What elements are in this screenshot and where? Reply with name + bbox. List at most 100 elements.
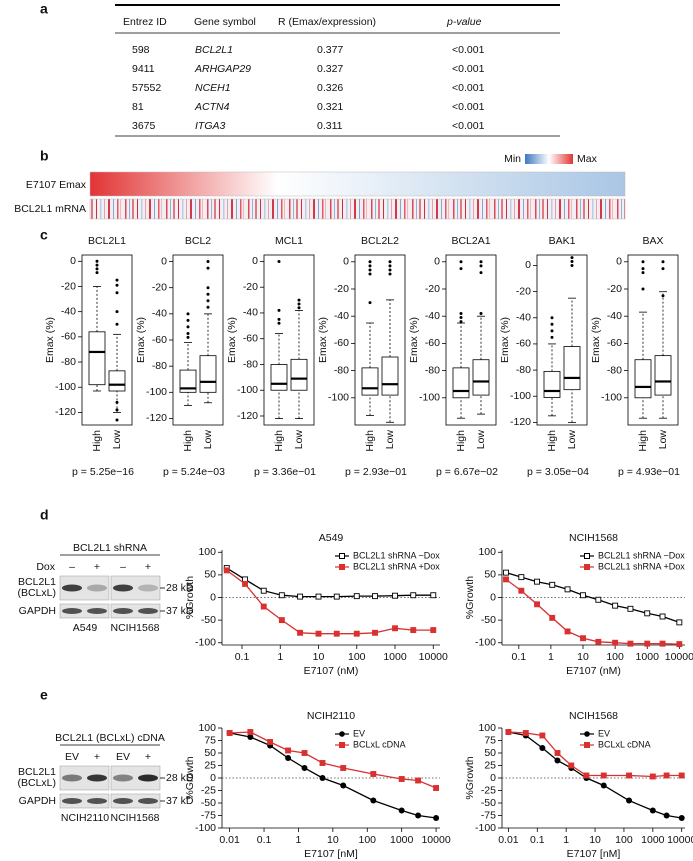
category-label: High (637, 430, 649, 452)
blot-band (62, 608, 82, 614)
category-label: High (182, 430, 194, 452)
data-point (612, 639, 619, 646)
data-point (333, 630, 340, 637)
outlier (388, 272, 392, 276)
data-point (554, 750, 561, 756)
y-tick-label: -80 (425, 364, 440, 376)
x-tick-label: 1000 (636, 651, 660, 663)
data-point (522, 730, 529, 736)
y-axis-label: %Growth (464, 756, 476, 799)
p-value: p = 5.24e−03 (163, 466, 225, 478)
y-tick-label: 25 (204, 759, 216, 771)
data-point (663, 772, 670, 779)
data-point (583, 772, 590, 779)
y-tick-label: -100 (601, 392, 622, 404)
table-cell: 81 (132, 101, 144, 113)
y-tick-label: -100 (55, 381, 76, 393)
data-point (392, 592, 398, 599)
y-tick-label: 0 (210, 772, 216, 784)
lane-label: – (69, 561, 75, 573)
y-tick-label: -80 (61, 356, 76, 368)
y-tick-label: 0 (490, 591, 496, 603)
table-cell: 0.327 (317, 63, 343, 75)
x-tick-label: 10 (313, 651, 325, 663)
y-tick-label: -20 (425, 283, 440, 295)
outlier (186, 312, 190, 316)
data-point (297, 593, 304, 600)
category-label: High (546, 430, 558, 452)
table-cell: 0.377 (317, 44, 343, 56)
data-point (644, 610, 651, 617)
legend-marker (584, 564, 590, 570)
data-point (370, 797, 377, 804)
x-tick-label: 100 (615, 834, 633, 846)
data-point (319, 775, 326, 781)
panel-label: b (40, 148, 49, 164)
data-point (600, 772, 607, 779)
y-axis-label: %Growth (184, 756, 196, 799)
data-point (430, 627, 437, 634)
y-tick-label: -40 (243, 307, 258, 319)
x-tick-label: 0.1 (511, 651, 526, 663)
y-tick-label: -60 (152, 334, 167, 346)
blot-header: BCL2L1 (BCLxL) cDNA (55, 732, 165, 744)
p-value: p = 3.36e−01 (254, 466, 316, 478)
table-cell: 9411 (132, 63, 155, 75)
data-point (226, 730, 233, 736)
data-point (333, 593, 340, 600)
x-tick-label: 100 (348, 651, 366, 663)
size-label: 37 kD (166, 795, 194, 807)
y-tick-label: -40 (425, 310, 440, 322)
box (108, 370, 126, 392)
plot-frame (172, 254, 224, 426)
y-tick-label: 0 (70, 255, 76, 267)
outlier (115, 310, 119, 314)
legend-label: BCLxL cDNA (353, 739, 406, 749)
data-point (595, 596, 602, 603)
cell-label: A549 (73, 622, 98, 634)
y-tick-label: 100 (198, 546, 216, 558)
outlier (459, 316, 463, 320)
data-point (285, 747, 292, 754)
y-tick-label: -40 (61, 305, 76, 317)
y-tick-label: 0 (343, 256, 349, 268)
x-tick-label: 10000 (665, 651, 693, 663)
data-point (398, 807, 405, 814)
y-tick-label: -75 (481, 809, 496, 821)
y-tick-label: -40 (516, 312, 531, 324)
blot-row-label: BCL2L1 (18, 766, 56, 778)
outlier (277, 308, 281, 312)
y-axis-label: Emax (%) (499, 317, 511, 363)
y-axis-label: %Growth (464, 576, 476, 619)
blot-image (59, 603, 110, 619)
table-cell: <0.001 (452, 82, 485, 94)
category-label: High (455, 430, 467, 452)
x-axis-label: E7107 (nM) (566, 665, 621, 677)
blot-condition: Dox (36, 561, 55, 573)
outlier (368, 301, 372, 305)
y-axis-label: Emax (%) (135, 317, 147, 363)
data-point (297, 629, 304, 636)
y-tick-label: 50 (204, 569, 216, 581)
outlier (206, 299, 210, 303)
lane-label: EV (65, 751, 79, 763)
data-point (267, 739, 274, 745)
data-point (518, 587, 525, 594)
legend-marker (339, 564, 345, 570)
data-point (503, 576, 509, 583)
data-point (505, 729, 512, 735)
legend-label: EV (353, 728, 365, 738)
chart-title: A549 (319, 532, 344, 544)
data-point (518, 574, 525, 581)
x-tick-label: 10000 (421, 834, 450, 846)
y-tick-label: -100 (328, 392, 349, 404)
y-tick-label: -20 (334, 283, 349, 295)
data-point (549, 614, 556, 621)
table-cell: <0.001 (452, 44, 485, 56)
data-point (627, 605, 634, 612)
data-point (649, 807, 656, 814)
plot-frame (536, 254, 588, 426)
outlier (115, 418, 119, 422)
size-label: 37 kD (166, 605, 194, 617)
outlier (206, 266, 210, 270)
